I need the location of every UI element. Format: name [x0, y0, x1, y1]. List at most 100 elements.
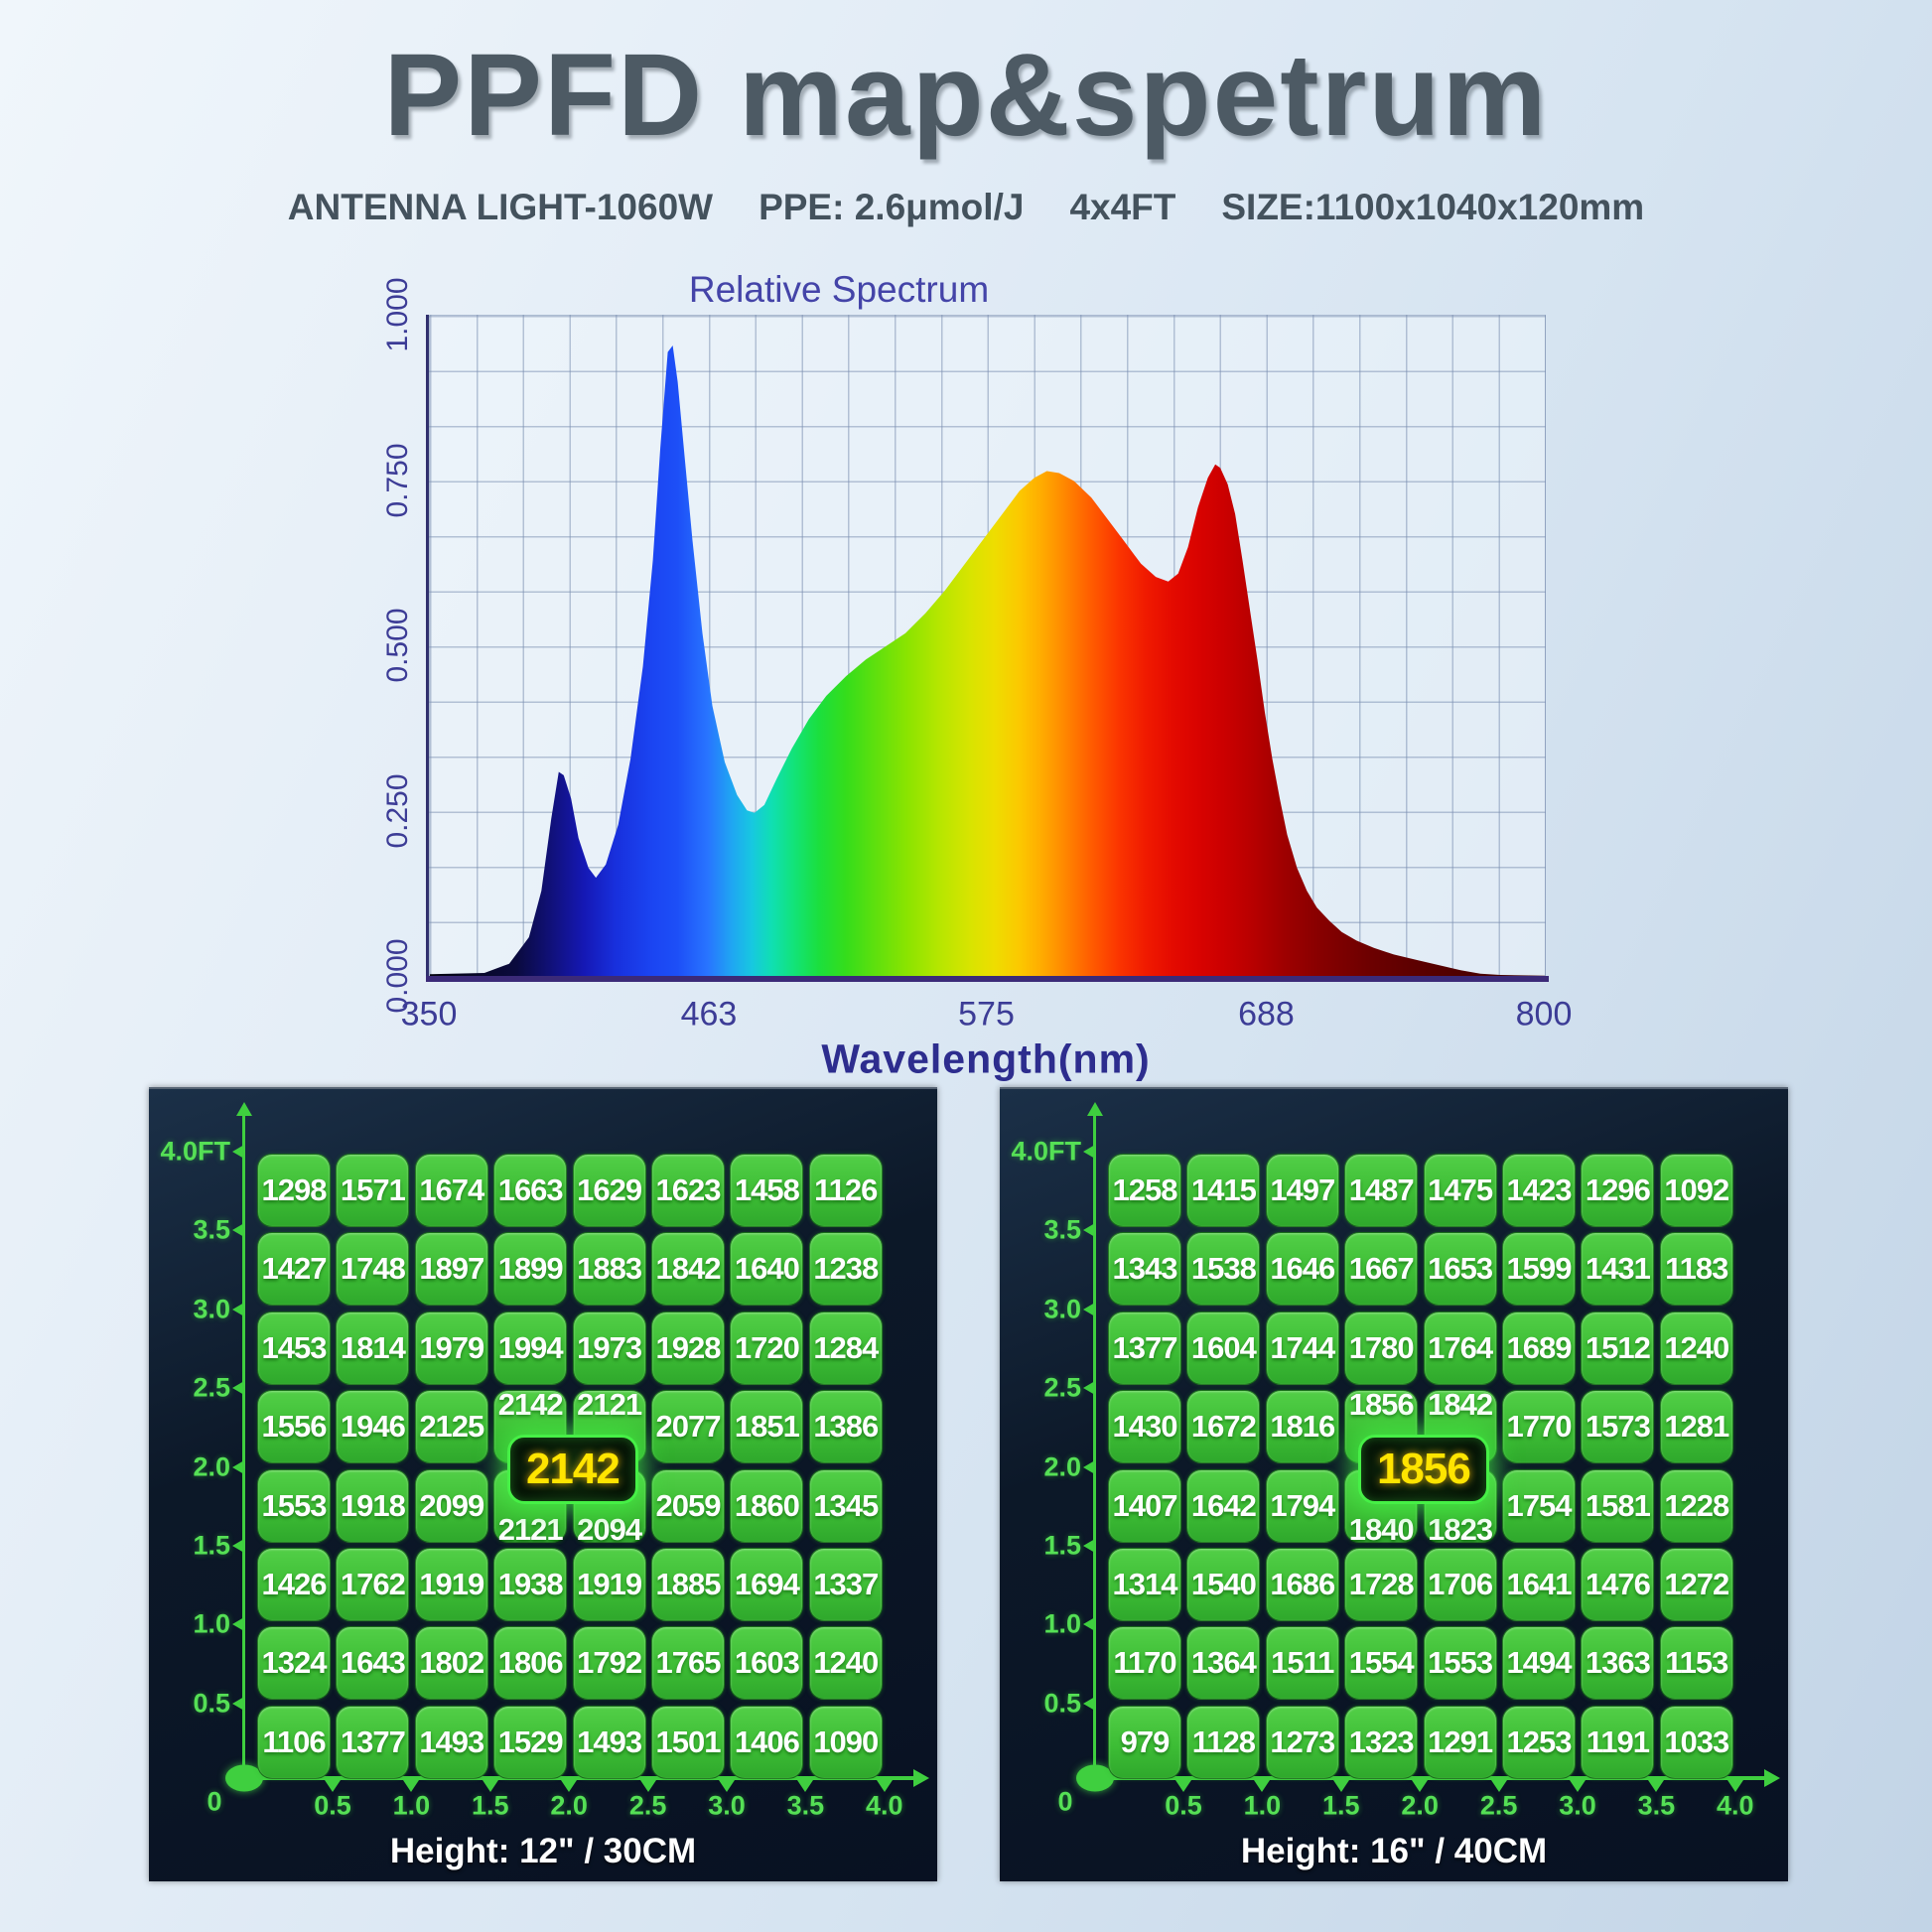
ppfd-cell: 1667: [1344, 1232, 1419, 1307]
y-tick-arrow-icon: [232, 1696, 244, 1711]
origin-dot-icon: [1076, 1764, 1114, 1792]
ppfd-cell: 1106: [257, 1705, 331, 1779]
ppfd-cell-value: 1512: [1585, 1329, 1651, 1365]
ppfd-cell-value: 1090: [813, 1724, 879, 1759]
ppfd-cell-value: 1240: [1664, 1329, 1729, 1365]
peak-value-badge: 2142: [506, 1434, 638, 1504]
ppfd-y-axis-label: 4.0FT: [160, 1136, 230, 1167]
ppfd-cell: 1487: [1344, 1154, 1419, 1227]
x-tick-arrow-icon: [1490, 1780, 1507, 1792]
ppfd-cell: 1475: [1423, 1154, 1497, 1227]
ppfd-cell-value: 1973: [577, 1329, 642, 1365]
ppfd-cell-value: 1415: [1190, 1173, 1257, 1207]
ppfd-cell: 1640: [730, 1232, 804, 1307]
y-tick-arrow-icon: [232, 1539, 244, 1553]
x-tick-label: 463: [680, 995, 738, 1034]
product-spec-line: ANTENNA LIGHT-1060W PPE: 2.6μmol/J 4x4FT…: [0, 187, 1932, 228]
ppfd-cell-value: 1754: [1506, 1487, 1573, 1523]
ppfd-cell: 1765: [651, 1626, 725, 1701]
ppfd-cell: 1337: [808, 1548, 883, 1621]
ppfd-cell: 1802: [414, 1626, 488, 1701]
ppfd-cell-value: 1431: [1585, 1251, 1651, 1287]
ppfd-cell-value: 1646: [1270, 1251, 1335, 1287]
spectrum-chart-title: Relative Spectrum: [688, 269, 990, 310]
ppfd-cell-value: 1823: [1428, 1511, 1493, 1547]
ppfd-cell: 1345: [808, 1468, 883, 1543]
ppfd-cell: 1423: [1502, 1154, 1576, 1227]
y-tick-arrow-icon: [232, 1223, 244, 1238]
ppfd-cell-value: 1653: [1428, 1251, 1493, 1287]
ppfd-cell-value: 1363: [1585, 1645, 1651, 1681]
ppfd-cell: 1629: [572, 1154, 646, 1227]
ppfd-cell: 1540: [1186, 1548, 1261, 1621]
ppfd-cell-value: 1792: [577, 1645, 642, 1681]
ppfd-cell-value: 1423: [1506, 1173, 1573, 1207]
ppfd-cell-value: 2099: [419, 1487, 484, 1523]
ppfd-cell-value: 1744: [1270, 1329, 1335, 1365]
axis-right-arrow-icon: [913, 1769, 929, 1787]
ppfd-cell-value: 1493: [577, 1724, 642, 1759]
ppfd-cell-value: 1426: [261, 1567, 328, 1601]
ppfd-cell-value: 1842: [655, 1251, 722, 1287]
ppfd-cell-value: 1599: [1506, 1251, 1573, 1287]
ppfd-cell: 1928: [651, 1311, 725, 1385]
ppfd-cell-value: 1128: [1191, 1724, 1256, 1759]
ppfd-cell-value: 1386: [813, 1409, 879, 1445]
ppfd-cell-value: 1323: [1348, 1724, 1415, 1759]
y-tick-arrow-icon: [1083, 1381, 1095, 1396]
ppfd-cell: 1792: [572, 1626, 646, 1701]
ppfd-cell-value: 1623: [655, 1173, 722, 1207]
ppfd-cell-value: 1918: [340, 1487, 406, 1523]
ppfd-x-axis-label: 1.5: [1322, 1790, 1360, 1821]
ppfd-cell: 1476: [1581, 1548, 1655, 1621]
y-tick-label: 0.250: [381, 772, 414, 849]
y-tick-arrow-icon: [232, 1302, 244, 1316]
ppfd-cell: 1581: [1581, 1468, 1655, 1543]
ppfd-cell: 1191: [1581, 1705, 1655, 1779]
ppfd-cell-value: 979: [1120, 1724, 1171, 1759]
ppfd-x-axis-label: 0.5: [314, 1790, 351, 1821]
ppfd-cell-value: 1851: [734, 1409, 800, 1445]
x-tick-label: 575: [958, 995, 1015, 1034]
spectrum-plot-area: [429, 315, 1546, 978]
ppfd-cell-value: 1780: [1348, 1329, 1415, 1365]
ppfd-cell-value: 1430: [1112, 1409, 1178, 1445]
ppfd-cell-value: 1493: [419, 1724, 484, 1759]
ppfd-cell-value: 1640: [734, 1251, 800, 1287]
ppfd-cell-value: 1556: [261, 1409, 328, 1445]
ppfd-cell: 1553: [1423, 1626, 1497, 1701]
ppfd-cell: 1851: [730, 1390, 804, 1464]
ppfd-x-axis-label: 3.5: [1637, 1790, 1676, 1821]
ppfd-cell: 1806: [493, 1626, 568, 1701]
ppfd-cell: 1238: [808, 1232, 883, 1307]
ppfd-cell: 1291: [1423, 1705, 1497, 1779]
y-tick-arrow-icon: [232, 1459, 244, 1474]
ppfd-cell-value: 1860: [734, 1487, 800, 1523]
ppfd-cell-value: 1840: [1348, 1511, 1415, 1547]
ppfd-cell-value: 1272: [1664, 1567, 1729, 1601]
ppfd-y-axis-label: 1.5: [1043, 1530, 1081, 1561]
ppfd-cell-value: 1554: [1348, 1645, 1415, 1681]
ppfd-cell-value: 1281: [1664, 1409, 1729, 1445]
x-tick-arrow-icon: [403, 1780, 420, 1792]
x-tick-arrow-icon: [876, 1780, 893, 1792]
y-tick-arrow-icon: [1083, 1459, 1095, 1474]
ppfd-x-axis-line: [1093, 1776, 1764, 1780]
ppfd-cell-value: 1458: [734, 1173, 800, 1207]
ppfd-map-panel-12in: 4.0FT 3.5 3.0 2.5 2.0 1.5 1.0 0.5 0 0.5 1.0 1.5 2.0 2…: [149, 1087, 937, 1881]
x-tick-arrow-icon: [1726, 1780, 1743, 1792]
ppfd-cell: 1938: [493, 1548, 568, 1621]
ppfd-cell: 1642: [1186, 1468, 1261, 1543]
ppfd-x-axis-label: 2.0: [550, 1790, 588, 1821]
ppfd-y-axis-label: 2.0: [1043, 1451, 1081, 1482]
ppfd-cell: 1764: [1423, 1311, 1497, 1385]
ppfd-cell: 1427: [257, 1232, 331, 1307]
ppfd-cell-value: 2077: [655, 1409, 722, 1445]
ppfd-cell: 1430: [1108, 1390, 1181, 1464]
x-tick-arrow-icon: [639, 1780, 656, 1792]
ppfd-cell-value: 1856: [1348, 1387, 1415, 1423]
ppfd-cell: 1603: [730, 1626, 804, 1701]
ppfd-cell: 1343: [1108, 1232, 1181, 1307]
axis-up-arrow-icon: [1086, 1102, 1103, 1116]
ppfd-x-axis-label: 2.5: [1479, 1790, 1518, 1821]
